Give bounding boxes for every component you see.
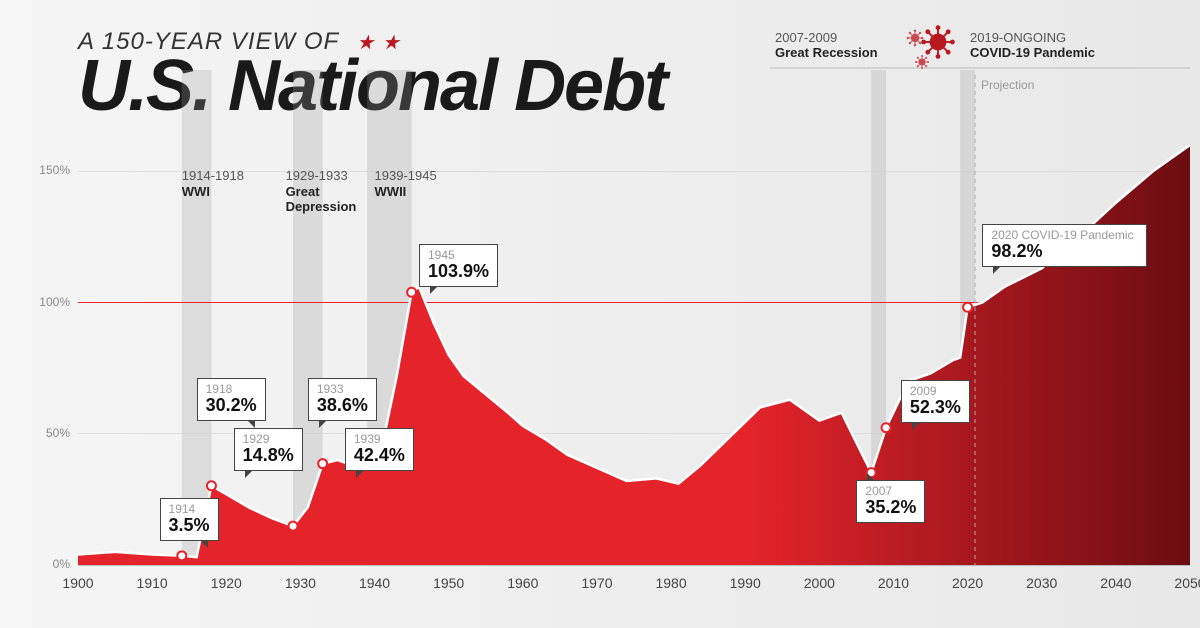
x-axis-label: 1960	[507, 575, 538, 591]
x-axis-label: 1950	[433, 575, 464, 591]
x-axis-label: 1980	[655, 575, 686, 591]
data-callout: 193338.6%	[308, 378, 377, 421]
y-axis-label: 100%	[10, 295, 70, 309]
data-callout: 200952.3%	[901, 380, 970, 423]
x-axis-label: 2030	[1026, 575, 1057, 591]
data-callout: 193942.4%	[345, 428, 414, 471]
y-axis-label: 50%	[10, 426, 70, 440]
event-band-label: 1939-1945WWII	[375, 168, 437, 199]
y-axis-label: 150%	[10, 163, 70, 177]
x-axis-label: 1910	[137, 575, 168, 591]
event-band-label: 1914-1918WWI	[182, 168, 244, 199]
data-callout: 200735.2%	[856, 480, 925, 523]
x-axis-label: 1900	[62, 575, 93, 591]
x-axis-label: 1920	[211, 575, 242, 591]
x-axis-label: 2050	[1174, 575, 1200, 591]
x-axis-label: 2040	[1100, 575, 1131, 591]
top-event-label: 2019-ONGOINGCOVID-19 Pandemic	[970, 30, 1095, 60]
data-callout: 19143.5%	[160, 498, 219, 541]
projection-label: Projection	[981, 78, 1034, 92]
data-callout: 191830.2%	[197, 378, 266, 421]
event-band-label: 1929-1933GreatDepression	[286, 168, 357, 215]
y-axis-label: 0%	[10, 557, 70, 571]
x-axis-label: 1930	[285, 575, 316, 591]
x-axis-label: 1970	[581, 575, 612, 591]
data-callout: 2020 COVID-19 Pandemic98.2%	[982, 224, 1147, 267]
data-callout: 192914.8%	[234, 428, 303, 471]
data-callout: 1945103.9%	[419, 244, 498, 287]
x-axis-label: 2020	[952, 575, 983, 591]
x-axis-label: 2000	[804, 575, 835, 591]
x-axis-label: 2010	[878, 575, 909, 591]
x-axis-label: 1940	[359, 575, 390, 591]
x-axis-label: 1990	[730, 575, 761, 591]
top-event-label: 2007-2009Great Recession	[775, 30, 878, 60]
